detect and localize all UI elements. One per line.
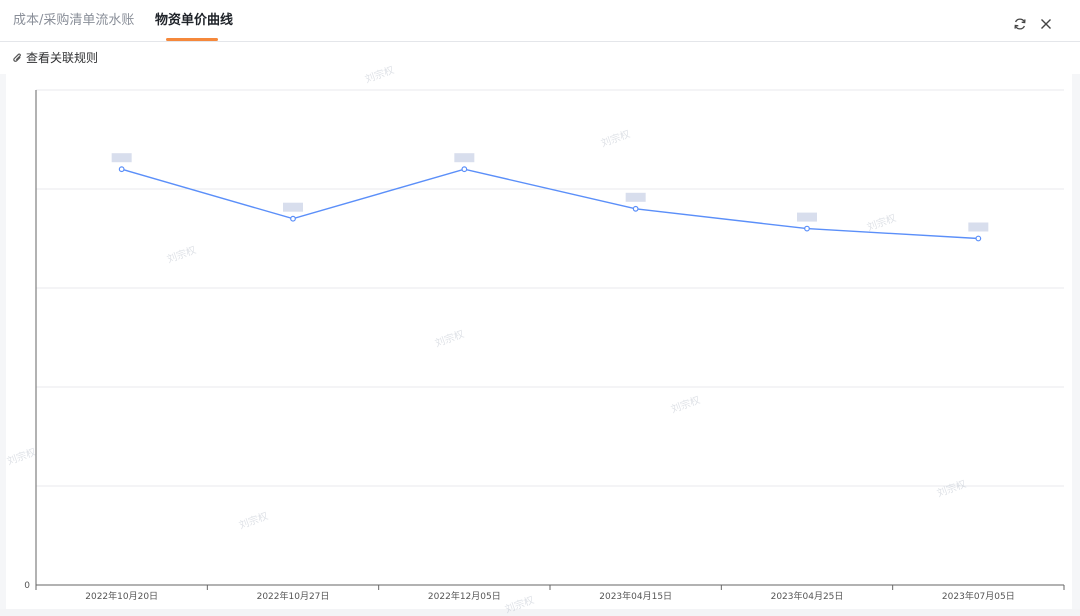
view-related-rules-label: 查看关联规则 xyxy=(26,51,99,65)
paperclip-icon xyxy=(13,53,21,62)
refresh-icon xyxy=(1014,18,1026,30)
tab-bar: 成本/采购清单流水账 物资单价曲线 xyxy=(0,0,1080,42)
data-label-obscured xyxy=(625,192,646,202)
data-point xyxy=(118,166,125,173)
data-label-obscured xyxy=(797,212,817,222)
tab-material-price-curve[interactable]: 物资单价曲线 xyxy=(155,13,234,28)
x-tick-label: 2023年04月25日 xyxy=(771,590,844,602)
data-label-obscured xyxy=(283,202,303,212)
data-label-obscured xyxy=(111,153,132,163)
x-tick-label: 2023年07月05日 xyxy=(942,590,1015,602)
x-tick-label: 2023年04月15日 xyxy=(599,590,672,602)
price-line-chart: 0 2022年10月20日 2022年10月27日 2022年12月05日 2023年0… xyxy=(24,89,1065,602)
close-button[interactable] xyxy=(1039,16,1053,30)
data-label-obscured xyxy=(454,153,475,163)
data-point xyxy=(461,166,468,173)
series-line xyxy=(121,168,979,240)
data-point xyxy=(632,205,639,212)
x-tick-label: 2022年10月27日 xyxy=(257,590,330,602)
refresh-button[interactable] xyxy=(1013,16,1027,30)
data-point xyxy=(975,235,982,242)
price-chart-panel: 0 2022年10月20日 2022年10月27日 2022年12月05日 2023年0… xyxy=(6,65,1072,616)
x-tick-label: 2022年12月05日 xyxy=(428,590,501,602)
data-label-obscured xyxy=(968,222,989,232)
data-point xyxy=(290,215,296,222)
view-related-rules-link[interactable]: 查看关联规则 xyxy=(12,51,98,66)
y-tick-label: 0 xyxy=(24,581,30,591)
active-tab-indicator xyxy=(166,38,218,41)
close-icon xyxy=(1041,19,1051,29)
data-point xyxy=(804,225,810,232)
x-tick-label: 2022年10月20日 xyxy=(85,590,158,602)
toolbar: 查看关联规则 xyxy=(0,42,1080,74)
tab-cost-purchase-ledger[interactable]: 成本/采购清单流水账 xyxy=(13,13,135,28)
